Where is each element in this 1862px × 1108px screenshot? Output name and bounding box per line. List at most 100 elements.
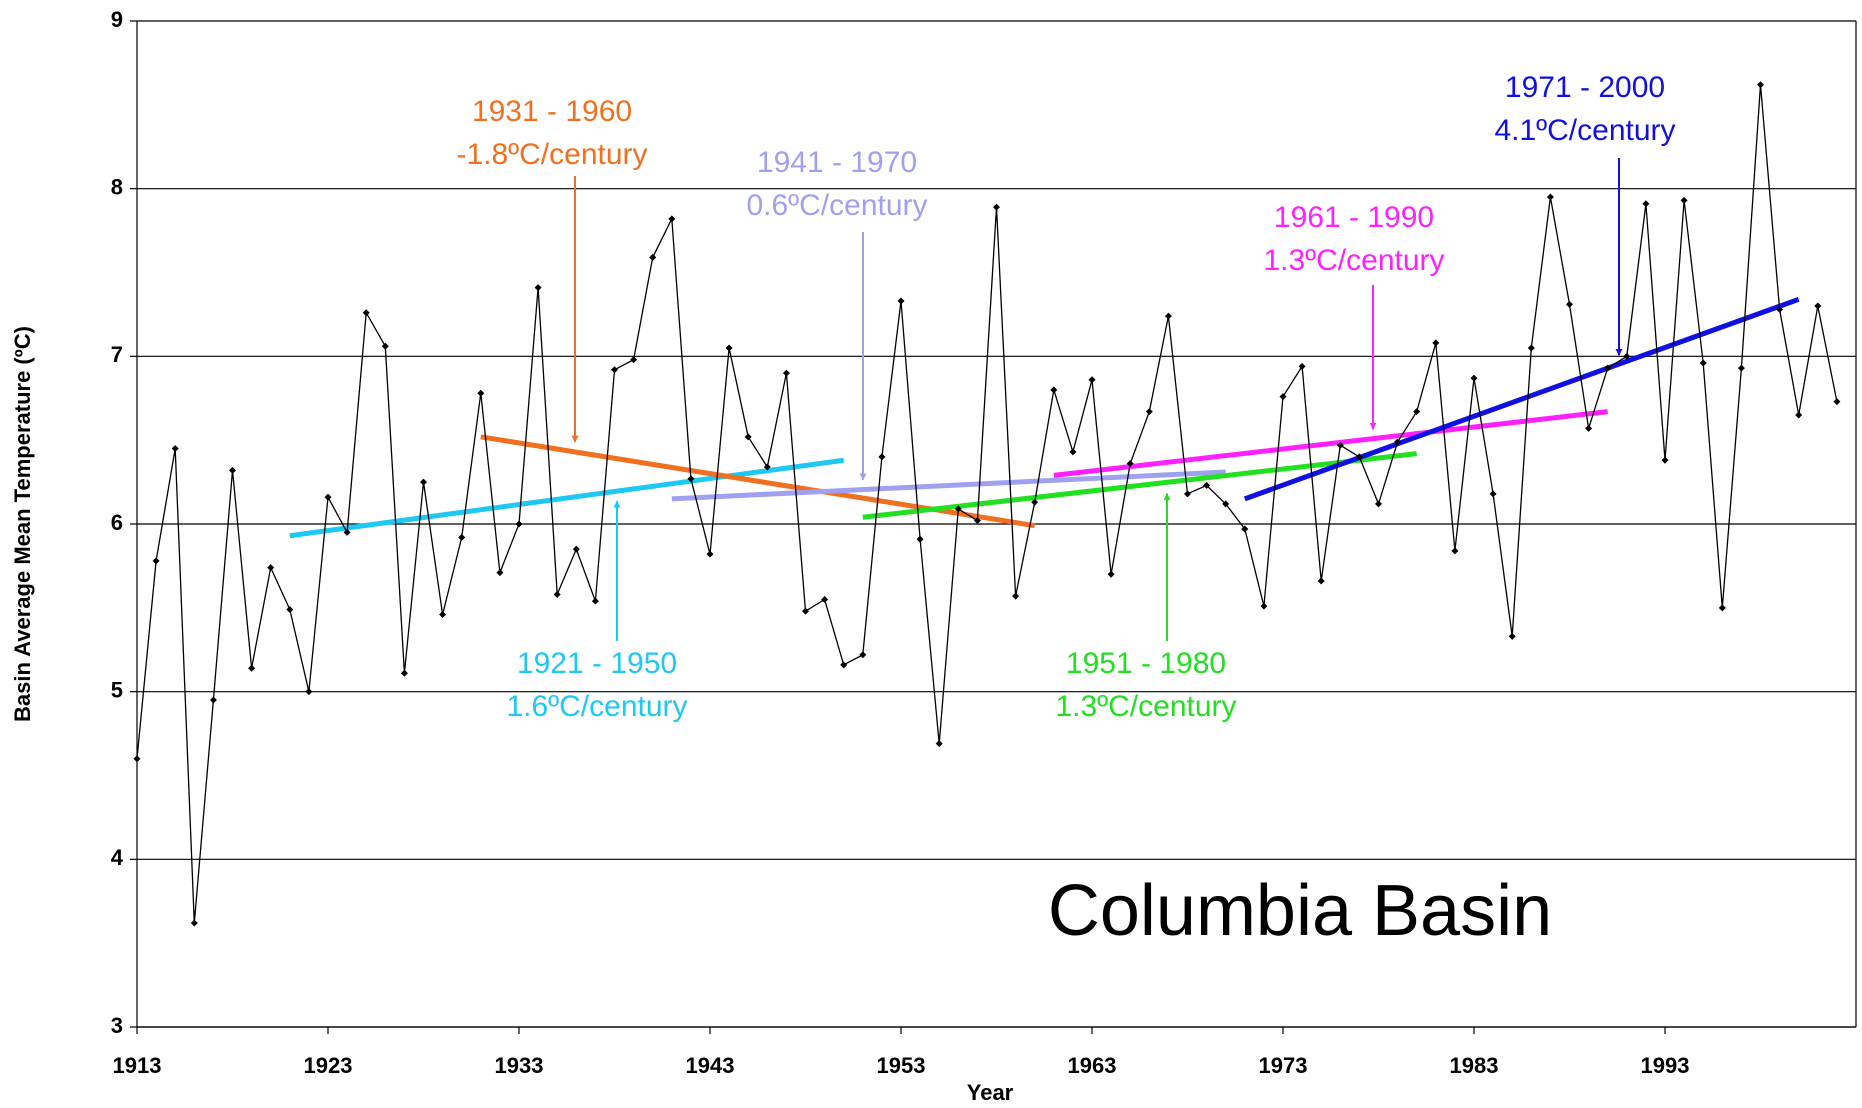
data-point [343, 528, 351, 536]
x-tick-label: 1963 [1068, 1053, 1117, 1078]
trend-rate: 1.6ºC/century [506, 690, 687, 723]
trend-label: 1921 - 1950 [517, 647, 677, 680]
y-tick-label: 4 [111, 845, 124, 870]
data-point [1031, 498, 1039, 506]
data-point [630, 356, 638, 364]
data-point [1699, 359, 1707, 367]
data-point [209, 696, 217, 704]
data-point [1489, 490, 1497, 498]
trend-rate: 1.3ºC/century [1055, 690, 1236, 723]
data-point [649, 253, 657, 261]
data-point [782, 369, 790, 377]
x-tick-label: 1973 [1259, 1053, 1308, 1078]
data-point [821, 595, 829, 603]
data-point [362, 309, 370, 317]
data-point [1069, 448, 1077, 456]
trend-label: 1971 - 2000 [1505, 71, 1665, 104]
y-tick-label: 9 [111, 7, 123, 32]
data-point [1203, 481, 1211, 489]
data-point [1184, 490, 1191, 498]
data-point [954, 505, 962, 513]
trend-label: 1951 - 1980 [1066, 647, 1226, 680]
data-point [1050, 386, 1058, 394]
data-point [400, 669, 408, 677]
trend-rate: 1.3ºC/century [1263, 244, 1444, 277]
data-point [286, 606, 294, 614]
trend-rate: 0.6ºC/century [746, 189, 927, 222]
trend-line [671, 469, 1226, 502]
data-point [267, 564, 275, 572]
data-point [1566, 300, 1573, 308]
trend-label: 1931 - 1960 [472, 95, 632, 128]
data-point [744, 433, 752, 441]
data-point [1604, 364, 1612, 372]
data-point [553, 590, 561, 598]
data-point [1164, 312, 1172, 320]
data-point [305, 688, 313, 696]
data-point [916, 535, 924, 543]
data-point [1527, 344, 1535, 352]
data-point [1394, 438, 1402, 446]
data-point [973, 517, 981, 525]
data-point [668, 215, 676, 223]
y-tick-label: 7 [111, 342, 123, 367]
data-point [1508, 632, 1516, 640]
data-point [897, 297, 905, 305]
data-point [1833, 398, 1841, 406]
data-point [171, 445, 179, 453]
data-point [611, 366, 618, 374]
x-tick-label: 1923 [304, 1053, 353, 1078]
trend-line [289, 457, 845, 539]
data-point [1623, 352, 1631, 360]
data-point [1737, 364, 1745, 372]
data-point [1470, 374, 1478, 382]
data-point [706, 550, 714, 558]
data-point [1585, 424, 1593, 432]
trend-line [480, 434, 1036, 529]
data-point [1432, 339, 1440, 347]
y-tick-label: 6 [111, 510, 123, 535]
trend-line [1243, 296, 1800, 502]
data-point [1241, 525, 1249, 533]
data-point [1012, 592, 1020, 600]
data-point [381, 342, 389, 350]
x-tick-label: 1913 [113, 1053, 162, 1078]
data-point [572, 545, 580, 553]
x-tick-label: 1983 [1450, 1053, 1499, 1078]
data-point [1279, 393, 1287, 401]
x-tick-label: 1953 [877, 1053, 926, 1078]
data-point [1298, 362, 1306, 370]
data-point [1642, 200, 1650, 208]
y-tick-label: 3 [111, 1013, 123, 1038]
trend-label: 1941 - 1970 [757, 146, 917, 179]
data-point [725, 344, 733, 352]
data-point [420, 478, 427, 486]
data-point [439, 611, 447, 619]
trend-rate: 4.1ºC/century [1494, 114, 1675, 147]
data-point [190, 919, 198, 927]
y-tick-label: 8 [111, 174, 123, 199]
x-axis-title: Year [967, 1080, 1014, 1105]
data-point [1336, 441, 1344, 449]
x-tick-label: 1993 [1641, 1053, 1690, 1078]
data-point [1107, 570, 1115, 578]
data-point [229, 466, 236, 474]
data-point [1145, 408, 1153, 416]
data-point [1795, 411, 1803, 419]
data-point [1260, 602, 1268, 610]
data-point [324, 493, 332, 501]
trend-line [1053, 409, 1608, 478]
trend-line [862, 451, 1417, 520]
data-point [1718, 604, 1726, 612]
data-point [591, 597, 599, 605]
data-point [1776, 305, 1784, 313]
data-point [1355, 453, 1363, 461]
data-point [1661, 456, 1669, 464]
data-point [152, 557, 160, 565]
data-point [1126, 460, 1134, 468]
data-point [993, 203, 1000, 211]
data-point [133, 755, 141, 763]
data-point [534, 284, 542, 292]
trend-label: 1961 - 1990 [1274, 201, 1434, 234]
